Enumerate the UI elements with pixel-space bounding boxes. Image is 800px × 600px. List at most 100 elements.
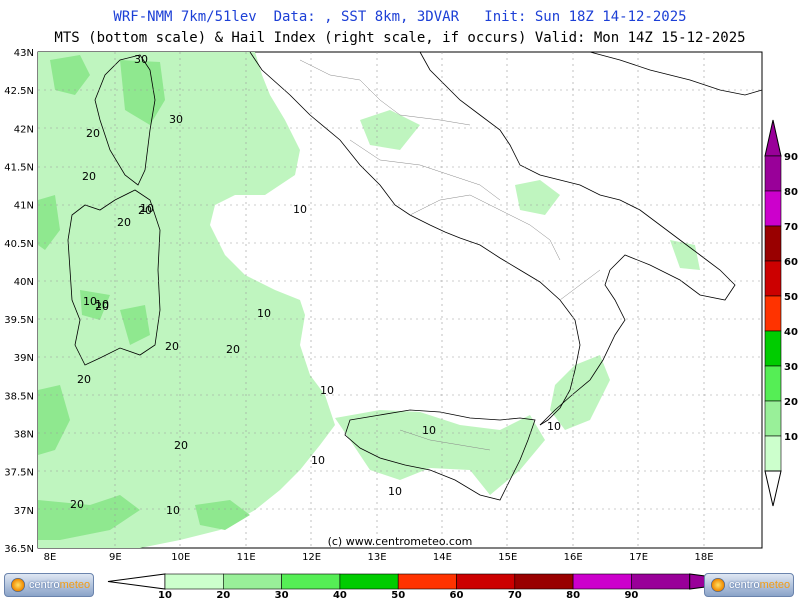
scale-swatch <box>281 573 341 590</box>
scale-arrow-left <box>107 573 166 590</box>
scale-swatch <box>339 573 399 590</box>
longitude-labels: 8E 9E 10E 11E 12E 13E 14E 15E 16E 17E 18E <box>44 552 714 563</box>
contour-label: 10 <box>83 295 97 308</box>
contour-label: 20 <box>82 170 96 183</box>
lat-label: 39N <box>14 353 34 364</box>
scale-swatch <box>164 573 224 590</box>
lon-label: 16E <box>564 552 583 563</box>
right-scale-label: 80 <box>784 187 798 198</box>
bottom-color-scale: 10 20 30 40 50 60 70 80 90 <box>107 573 748 600</box>
contour-label: 20 <box>138 204 152 217</box>
contour-label: 20 <box>95 300 109 313</box>
right-scale-label: 70 <box>784 222 798 233</box>
right-scale-label: 50 <box>784 292 798 303</box>
lat-label: 36.5N <box>4 544 34 555</box>
right-scale-arrow-bottom <box>764 470 782 507</box>
right-scale-swatch <box>764 260 782 297</box>
scale-swatch <box>631 573 691 590</box>
scale-swatch <box>514 573 574 590</box>
contour-label: 30 <box>169 113 183 126</box>
title-line-2: MTS (bottom scale) & Hail Index (right s… <box>54 30 746 46</box>
lat-label: 40N <box>14 277 34 288</box>
right-scale-label: 20 <box>784 397 798 408</box>
right-scale-swatch <box>764 190 782 227</box>
lon-label: 8E <box>44 552 57 563</box>
contour-label: 10 <box>166 504 180 517</box>
right-scale-arrow-top <box>764 119 782 157</box>
lon-label: 15E <box>498 552 517 563</box>
right-scale-label: 10 <box>784 432 798 443</box>
right-scale-label: 60 <box>784 257 798 268</box>
right-scale-swatch <box>764 365 782 402</box>
scale-label: 50 <box>391 590 405 600</box>
right-scale-swatch <box>764 400 782 437</box>
lat-label: 41.5N <box>4 162 34 173</box>
right-scale-swatch <box>764 330 782 367</box>
scale-label: 10 <box>158 590 172 600</box>
lat-label: 37.5N <box>4 468 34 479</box>
lon-label: 10E <box>171 552 190 563</box>
contour-label: 20 <box>226 343 240 356</box>
lat-label: 43N <box>14 48 34 59</box>
scale-label: 60 <box>450 590 464 600</box>
contour-label: 10 <box>95 298 109 311</box>
right-scale-swatch <box>764 225 782 262</box>
logo-icon <box>711 578 725 592</box>
contour-label: 20 <box>165 340 179 353</box>
contour-label: 10 <box>311 454 325 467</box>
lon-label: 18E <box>694 552 713 563</box>
right-scale-label: 30 <box>784 362 798 373</box>
contour-label: 20 <box>86 127 100 140</box>
lat-label: 42.5N <box>4 86 34 97</box>
lat-label: 40.5N <box>4 239 34 250</box>
contour-label: 20 <box>174 439 188 452</box>
lat-label: 38N <box>14 430 34 441</box>
scale-swatch <box>223 573 282 590</box>
contour-label: 10 <box>293 203 307 216</box>
scale-label: 80 <box>566 590 580 600</box>
coastlines <box>67 51 763 501</box>
right-scale-label: 40 <box>784 327 798 338</box>
contour-label: 20 <box>70 498 84 511</box>
lat-label: 38.5N <box>4 391 34 402</box>
right-scale-swatch <box>764 435 782 472</box>
scale-label: 40 <box>333 590 347 600</box>
scale-label: 30 <box>275 590 289 600</box>
copyright-text: (c) www.centrometeo.com <box>328 535 473 548</box>
scale-swatch <box>397 573 457 590</box>
latitude-labels: 43N 42.5N 42N 41.5N 41N 40.5N 40N 39.5N 39N 38.5N… <box>4 48 34 555</box>
scale-swatch <box>572 573 632 590</box>
lat-label: 41N <box>14 201 34 212</box>
centrometeo-logo-left: centro meteo <box>4 573 94 597</box>
logo-icon <box>11 578 25 592</box>
contour-label: 30 <box>134 53 148 66</box>
lat-label: 37N <box>14 506 34 517</box>
contour-label: 10 <box>388 485 402 498</box>
precip-shading <box>38 52 700 548</box>
lon-label: 12E <box>302 552 321 563</box>
contour-label: 20 <box>117 216 131 229</box>
centrometeo-logo-right: centro meteo <box>704 573 794 597</box>
contour-label: 10 <box>257 307 271 320</box>
contour-label: 10 <box>320 384 334 397</box>
contour-label: 20 <box>77 373 91 386</box>
lon-label: 14E <box>433 552 452 563</box>
lon-label: 13E <box>367 552 386 563</box>
borders <box>299 59 601 451</box>
right-scale-swatch <box>764 155 782 192</box>
lon-label: 17E <box>629 552 648 563</box>
contour-label: 10 <box>140 202 154 215</box>
scale-label: 20 <box>216 590 230 600</box>
scale-label: 70 <box>508 590 522 600</box>
contour-label: 10 <box>547 420 561 433</box>
lon-label: 11E <box>237 552 256 563</box>
contour-label: 10 <box>422 424 436 437</box>
right-scale-label: 90 <box>784 152 798 163</box>
scale-label: 90 <box>624 590 638 600</box>
scale-swatch <box>456 573 516 590</box>
lat-label: 39.5N <box>4 315 34 326</box>
right-color-scale: 90 80 70 60 50 40 30 20 10 <box>764 119 798 507</box>
title-line-1: WRF-NMM 7km/51lev Data: , SST 8km, 3DVAR… <box>113 9 687 25</box>
